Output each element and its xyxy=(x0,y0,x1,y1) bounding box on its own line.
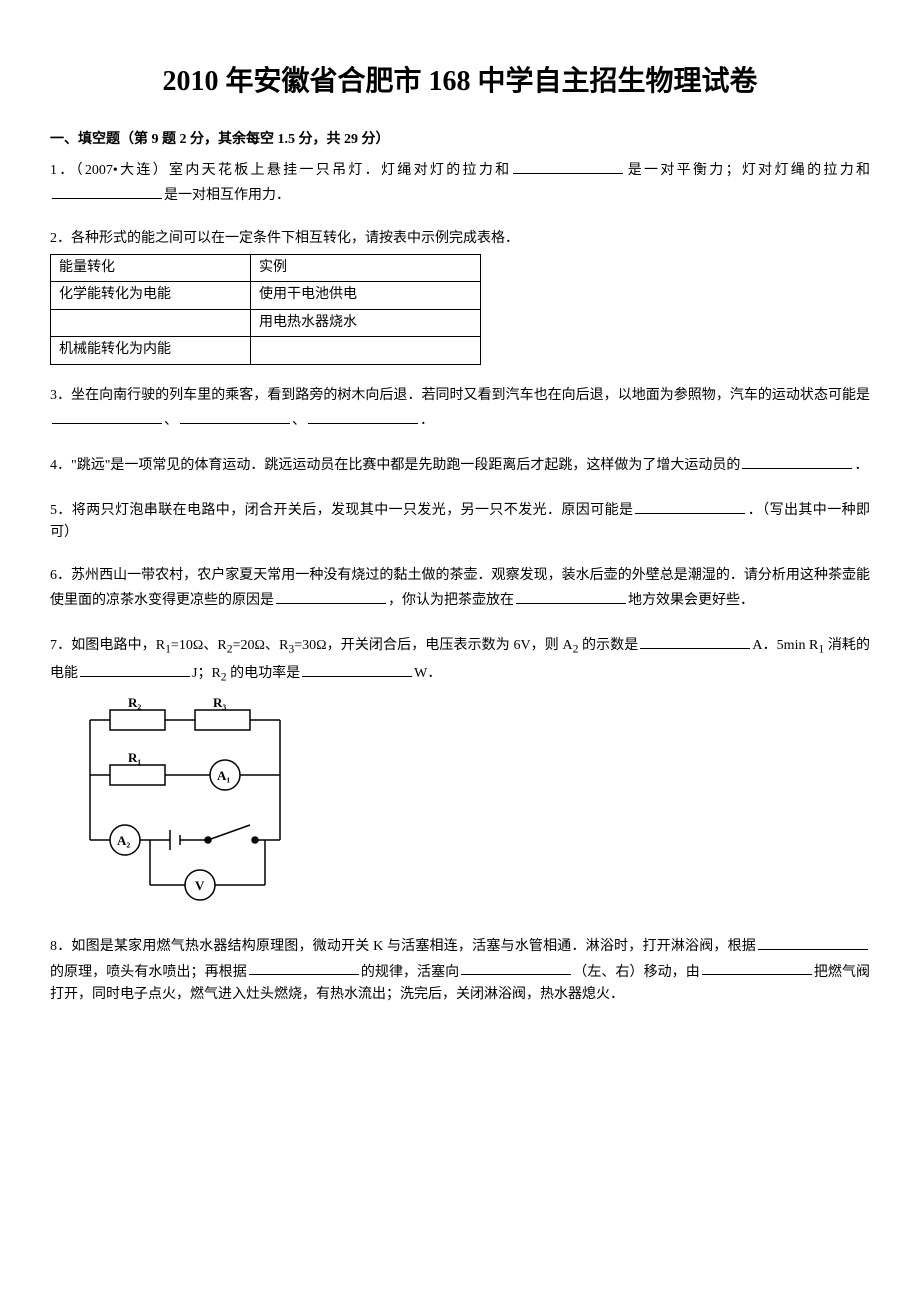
q1-blank-1 xyxy=(513,157,623,174)
q5-blank-1 xyxy=(635,497,745,514)
table-cell: 机械能转化为内能 xyxy=(51,337,251,364)
circuit-label-v: V xyxy=(195,878,205,893)
table-cell: 实例 xyxy=(251,254,481,281)
q3-blank-2 xyxy=(180,407,290,424)
circuit-label-r1: R₁ xyxy=(128,750,141,765)
table-row: 化学能转化为电能 使用干电池供电 xyxy=(51,282,481,309)
question-3: 3．坐在向南行驶的列车里的乘客，看到路旁的树木向后退．若同时又看到汽车也在向后退… xyxy=(50,385,870,433)
q8-blank-3 xyxy=(461,959,571,976)
circuit-label-r3: R₃ xyxy=(213,695,226,710)
q3-text-1: 3．坐在向南行驶的列车里的乘客，看到路旁的树木向后退．若同时又看到汽车也在向后退… xyxy=(50,388,870,403)
question-5: 5．将两只灯泡串联在电路中，闭合开关后，发现其中一只发光，另一只不发光．原因可能… xyxy=(50,497,870,545)
question-2: 2．各种形式的能之间可以在一定条件下相互转化，请按表中示例完成表格． 能量转化 … xyxy=(50,228,870,365)
table-cell: 化学能转化为电能 xyxy=(51,282,251,309)
q3-blank-1 xyxy=(52,407,162,424)
question-4: 4．"跳远"是一项常见的体育运动．跳远运动员在比赛中都是先助跑一段距离后才起跳，… xyxy=(50,452,870,477)
question-6: 6．苏州西山一带农村，农户家夏天常用一种没有烧过的黏土做的茶壶．观察发现，装水后… xyxy=(50,565,870,613)
q3-blank-3 xyxy=(308,407,418,424)
page-title: 2010 年安徽省合肥市 168 中学自主招生物理试卷 xyxy=(50,60,870,105)
q1-text-1: 1．（2007•大连）室内天花板上悬挂一只吊灯．灯绳对灯的拉力和 xyxy=(50,163,511,178)
q8-text-4: （左、右）移动，由 xyxy=(573,964,700,979)
circuit-diagram: R₂ R₃ R₁ A₁ A₂ V xyxy=(50,695,870,913)
q7-power: 的电功率是 xyxy=(227,666,301,681)
question-8: 8．如图是某家用燃气热水器结构原理图，微动开关 K 与活塞相连，活塞与水管相通．… xyxy=(50,933,870,1006)
q8-blank-1 xyxy=(758,933,868,950)
table-cell: 用电热水器烧水 xyxy=(251,309,481,336)
table-row: 能量转化 实例 xyxy=(51,254,481,281)
q7-blank-3 xyxy=(302,660,412,677)
q8-blank-4 xyxy=(702,959,812,976)
q6-text-2: ，你认为把茶壶放在 xyxy=(388,593,514,608)
circuit-svg-icon: R₂ R₃ R₁ A₁ A₂ V xyxy=(50,695,315,905)
table-row: 用电热水器烧水 xyxy=(51,309,481,336)
circuit-label-r2: R₂ xyxy=(128,695,141,710)
q4-text-1: 4．"跳远"是一项常见的体育运动．跳远运动员在比赛中都是先助跑一段距离后才起跳，… xyxy=(50,458,740,473)
q7-r2v: =20Ω、R xyxy=(233,638,289,653)
q7-r1v: =10Ω、R xyxy=(171,638,227,653)
question-1: 1．（2007•大连）室内天花板上悬挂一只吊灯．灯绳对灯的拉力和 是一对平衡力；灯… xyxy=(50,157,870,207)
circuit-label-a2: A₂ xyxy=(117,833,130,848)
q4-blank-1 xyxy=(742,452,852,469)
q7-aunit: A．5min R xyxy=(752,638,818,653)
q2-table: 能量转化 实例 化学能转化为电能 使用干电池供电 用电热水器烧水 机械能转化为内… xyxy=(50,254,481,365)
question-7: 7．如图电路中，R1=10Ω、R2=20Ω、R3=30Ω，开关闭合后，电压表示数… xyxy=(50,632,870,913)
table-row: 机械能转化为内能 xyxy=(51,337,481,364)
table-cell xyxy=(251,337,481,364)
q8-text-2: 的原理，喷头有水喷出；再根据 xyxy=(50,964,247,979)
q7-text-1: 7．如图电路中，R xyxy=(50,638,165,653)
q7-blank-1 xyxy=(640,632,750,649)
q1-blank-2 xyxy=(52,182,162,199)
section-header-1: 一、填空题（第 9 题 2 分，其余每空 1.5 分，共 29 分） xyxy=(50,129,870,151)
q1-text-2: 是一对平衡力；灯对灯绳的拉力和 xyxy=(625,163,870,178)
q7-junit: J；R xyxy=(192,666,221,681)
q8-text-1: 8．如图是某家用燃气热水器结构原理图，微动开关 K 与活塞相连，活塞与水管相通．… xyxy=(50,939,756,954)
q8-text-3: 的规律，活塞向 xyxy=(361,964,459,979)
q7-blank-2 xyxy=(80,660,190,677)
q5-text-1: 5．将两只灯泡串联在电路中，闭合开关后，发现其中一只发光，另一只不发光．原因可能… xyxy=(50,503,633,518)
q3-suffix: ． xyxy=(420,413,434,428)
circuit-label-a1: A₁ xyxy=(217,768,230,783)
table-cell: 能量转化 xyxy=(51,254,251,281)
q6-blank-2 xyxy=(516,587,626,604)
q4-suffix: ． xyxy=(854,458,868,473)
q6-suffix: 地方效果会更好些． xyxy=(628,593,754,608)
q7-wunit: W． xyxy=(414,666,441,681)
table-cell: 使用干电池供电 xyxy=(251,282,481,309)
q6-blank-1 xyxy=(276,587,386,604)
q3-sep-1: 、 xyxy=(164,413,178,428)
table-cell xyxy=(51,309,251,336)
q7-r3v: =30Ω，开关闭合后，电压表示数为 6V，则 A xyxy=(294,638,572,653)
q7-a2t: 的示数是 xyxy=(578,638,638,653)
q8-blank-2 xyxy=(249,959,359,976)
q1-text-3: 是一对相互作用力． xyxy=(164,188,290,203)
q3-sep-2: 、 xyxy=(292,413,306,428)
q2-text: 2．各种形式的能之间可以在一定条件下相互转化，请按表中示例完成表格． xyxy=(50,228,870,250)
